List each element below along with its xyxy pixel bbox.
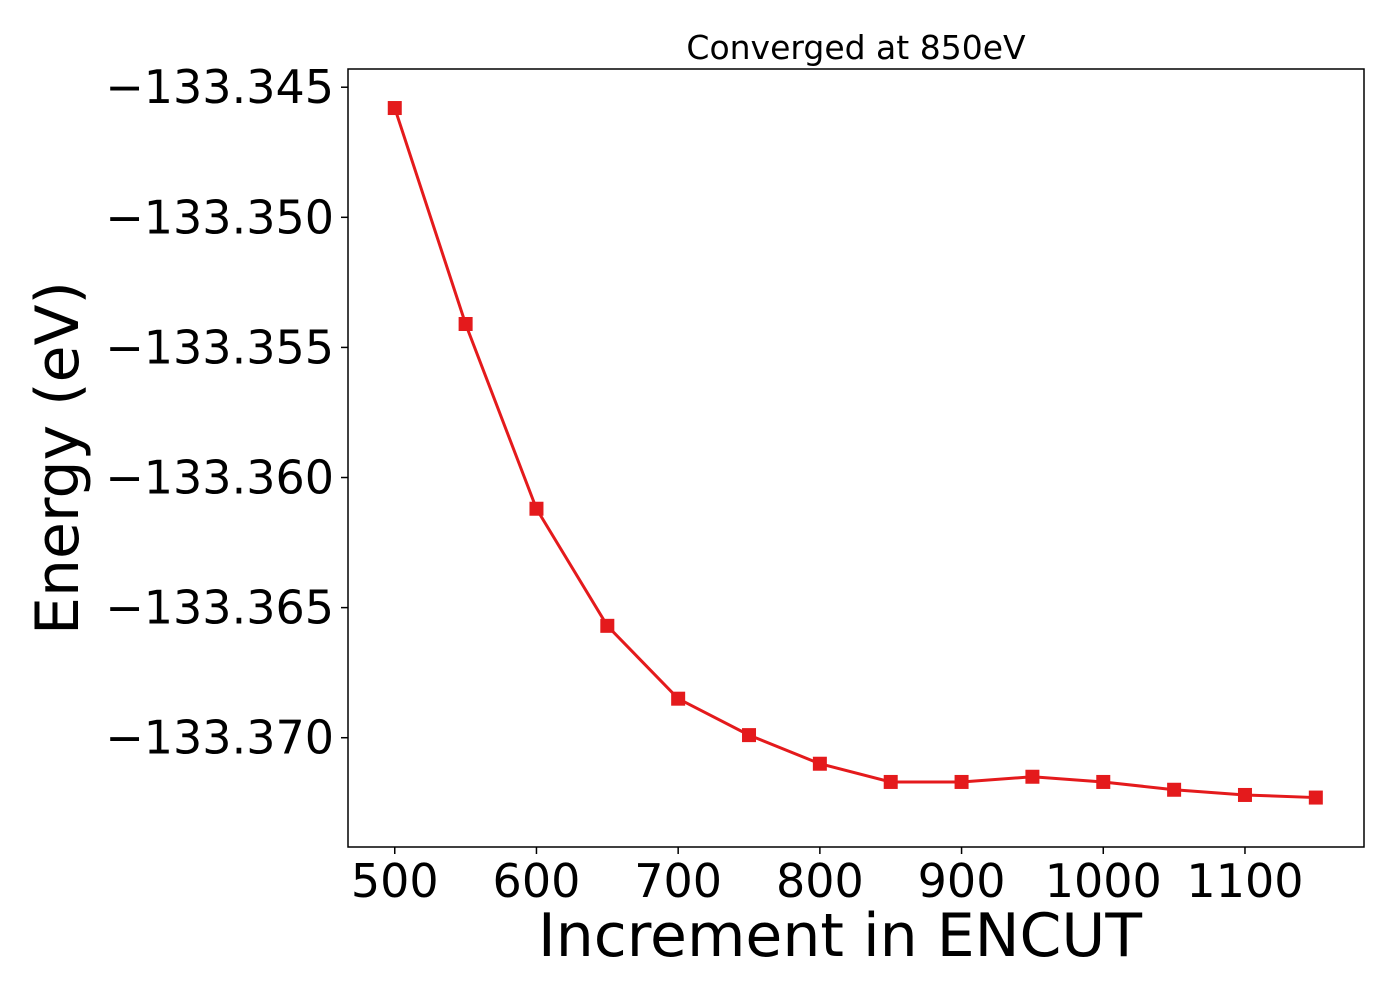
y-tick-label: −133.360 <box>105 451 334 505</box>
data-point <box>529 501 544 516</box>
data-point <box>1025 769 1040 784</box>
data-point <box>812 756 827 771</box>
data-point <box>1096 774 1111 789</box>
data-point <box>1237 787 1252 802</box>
data-point <box>458 316 473 331</box>
x-tick-label: 500 <box>351 854 439 908</box>
y-tick-label: −133.350 <box>105 190 334 244</box>
series-line <box>393 107 1316 800</box>
data-point <box>883 774 898 789</box>
x-tick-label: 1000 <box>1045 854 1162 908</box>
plot-frame <box>347 68 1365 848</box>
x-tick-label: 900 <box>918 854 1006 908</box>
data-point <box>742 728 757 743</box>
x-tick-label: 1100 <box>1186 854 1303 908</box>
y-tick-label: −133.345 <box>105 60 334 114</box>
x-tick-label: 800 <box>776 854 864 908</box>
data-point <box>387 101 402 116</box>
data-point <box>671 691 686 706</box>
data-point <box>1308 790 1323 805</box>
y-axis: −133.345 −133.350 −133.355 −133.360 −133.365… <box>105 60 348 765</box>
data-point <box>1167 782 1182 797</box>
y-tick-label: −133.355 <box>105 320 334 374</box>
x-tick-label: 600 <box>493 854 581 908</box>
x-axis-label: Increment in ENCUT <box>538 901 1142 971</box>
chart-title: Converged at 850eV <box>686 28 1026 67</box>
y-tick-label: −133.370 <box>105 711 334 765</box>
x-axis: 500 600 700 800 900 1000 1100 <box>351 847 1304 908</box>
y-tick-label: −133.365 <box>105 581 334 635</box>
x-tick-label: 700 <box>634 854 722 908</box>
series-energy <box>387 101 1323 805</box>
data-point <box>954 774 969 789</box>
data-point <box>600 618 615 633</box>
y-axis-label: Energy (eV) <box>23 281 93 635</box>
